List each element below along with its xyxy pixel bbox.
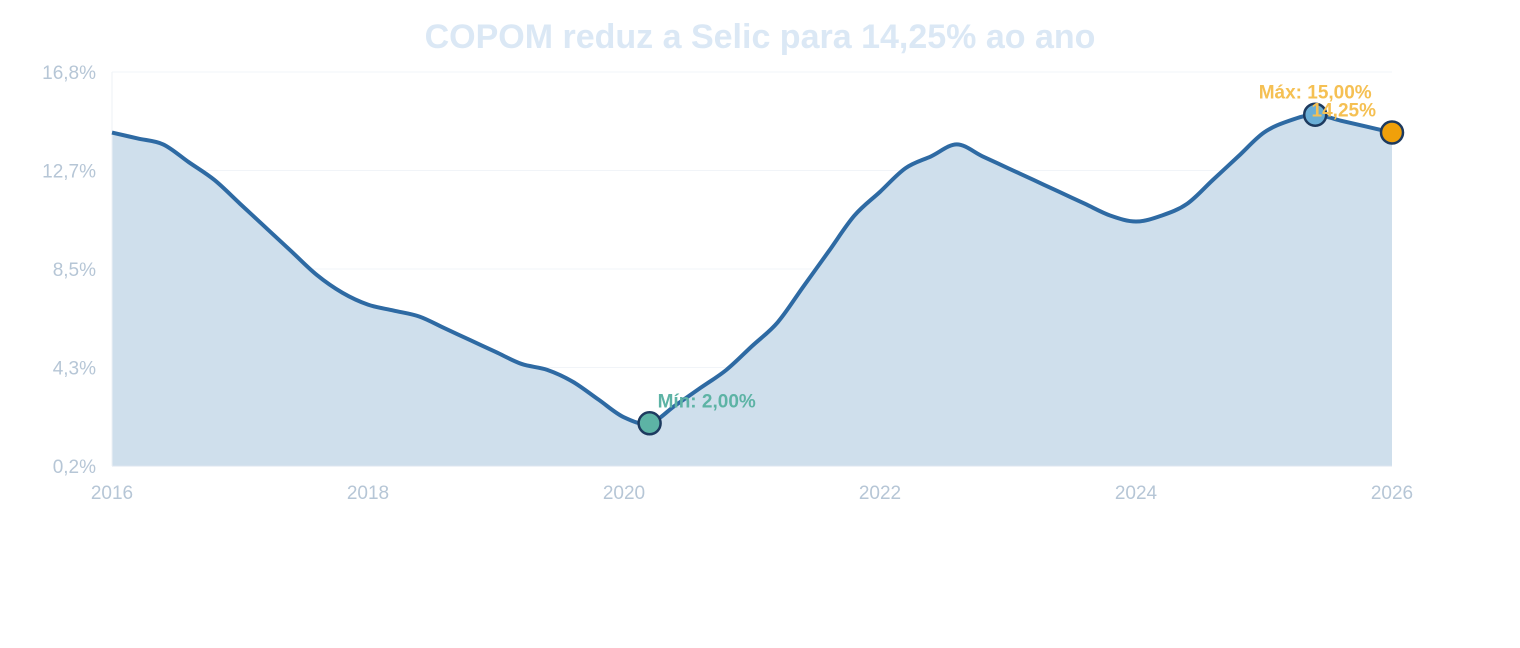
y-tick-label: 16,8% <box>42 63 96 84</box>
x-tick-label: 2020 <box>603 483 645 504</box>
max-point-marker <box>1302 102 1328 127</box>
chart-title: COPOM reduz a Selic para 14,25% ao ano <box>425 18 1096 56</box>
y-tick-label: 8,5% <box>53 260 96 281</box>
x-tick-label: 2016 <box>91 483 133 504</box>
x-tick-label: 2018 <box>347 483 389 504</box>
series-area <box>112 114 1392 466</box>
min-label: Mín: 2,00% <box>658 391 756 412</box>
series-line <box>111 112 1393 426</box>
x-axis: 2016 2018 2020 2022 2024 2026 <box>91 483 1413 504</box>
y-tick-label: 12,7% <box>42 162 96 183</box>
x-tick-label: 2026 <box>1371 483 1413 504</box>
last-point-marker <box>1379 120 1405 145</box>
last-value-label: 14,25% <box>1312 101 1377 122</box>
x-tick-label: 2022 <box>859 483 901 504</box>
min-point-marker <box>637 411 662 436</box>
max-label: Máx: 15,00% <box>1259 83 1372 104</box>
y-tick-label: 0,2% <box>53 457 96 478</box>
y-tick-label: 4,3% <box>53 359 96 380</box>
markers <box>637 102 1405 436</box>
x-tick-label: 2024 <box>1115 483 1158 504</box>
y-axis: 0,2% 4,3% 8,5% 12,7% 16,8% <box>42 63 96 478</box>
